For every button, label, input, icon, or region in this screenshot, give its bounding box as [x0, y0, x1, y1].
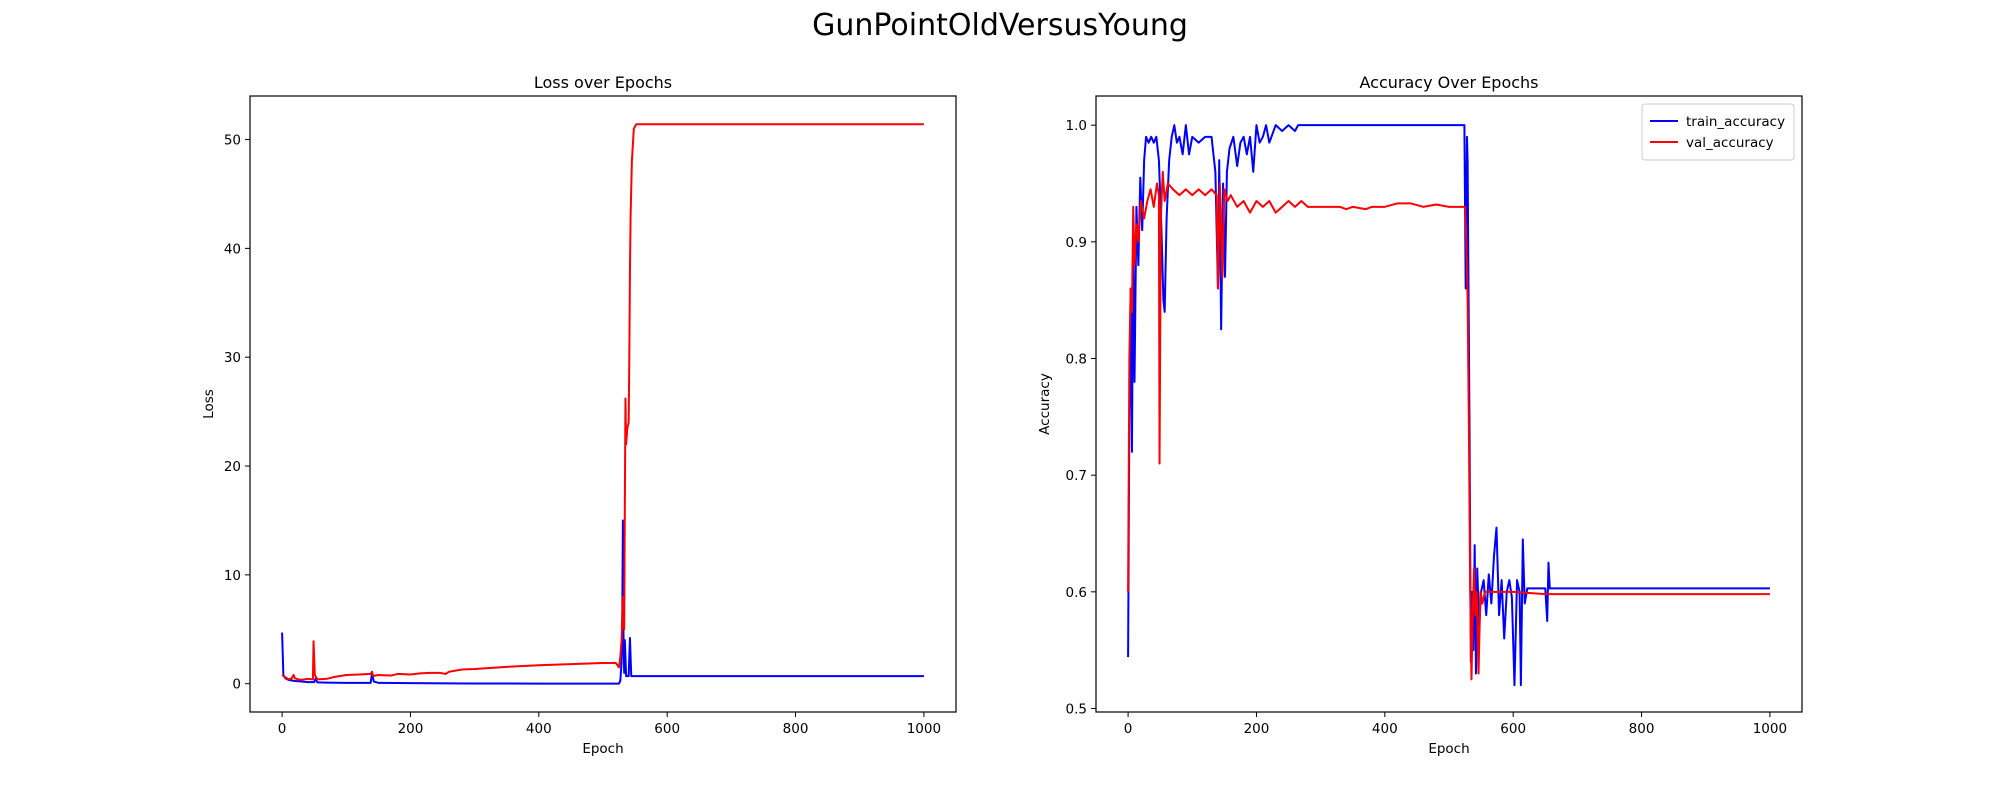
accuracy-val-accuracy-line [1127, 170, 1770, 681]
accuracy-xtick-label: 800 [1629, 721, 1655, 737]
figure-suptitle: GunPointOldVersusYoung [812, 8, 1188, 43]
loss-ytick-label: 30 [224, 350, 241, 366]
accuracy-ytick-label: 0.5 [1066, 702, 1087, 718]
loss-axes-frame [249, 95, 957, 713]
loss-xtick-label: 0 [278, 721, 287, 737]
loss-chart: 0 200 400 600 800 1000 0 10 20 30 40 50 Loss over Ep… [201, 73, 957, 757]
accuracy-ytick-label: 0.7 [1066, 468, 1087, 484]
accuracy-xtick-label: 200 [1244, 721, 1270, 737]
accuracy-legend-label-val-accuracy: val_accuracy [1686, 135, 1774, 151]
loss-chart-title: Loss over Epochs [534, 73, 672, 92]
accuracy-chart-title: Accuracy Over Epochs [1359, 73, 1538, 92]
loss-xtick-label: 600 [654, 721, 680, 737]
loss-xtick-label: 200 [398, 721, 424, 737]
accuracy-ytick-label: 0.6 [1066, 585, 1087, 601]
loss-series-2-line [281, 123, 924, 681]
loss-ytick-label: 0 [232, 677, 241, 693]
accuracy-x-axis-label: Epoch [1428, 741, 1469, 757]
loss-ytick-label: 50 [224, 133, 241, 149]
accuracy-y-axis-label: Accuracy [1037, 373, 1053, 435]
loss-ytick-label: 10 [224, 568, 241, 584]
loss-x-axis-label: Epoch [582, 741, 623, 757]
accuracy-legend: train_accuracy val_accuracy [1641, 103, 1795, 161]
accuracy-xtick-label: 400 [1372, 721, 1398, 737]
accuracy-xtick-label: 600 [1500, 721, 1526, 737]
accuracy-legend-box [1641, 103, 1795, 161]
accuracy-axes-frame [1095, 95, 1803, 713]
accuracy-ytick-label: 0.8 [1066, 352, 1087, 368]
accuracy-xtick-label: 0 [1124, 721, 1133, 737]
accuracy-legend-label-train-accuracy: train_accuracy [1686, 114, 1785, 130]
loss-xtick-label: 400 [526, 721, 552, 737]
loss-ytick-label: 20 [224, 459, 241, 475]
accuracy-ytick-label: 1.0 [1066, 118, 1087, 134]
loss-xtick-label: 800 [783, 721, 809, 737]
loss-xtick-label: 1000 [907, 721, 941, 737]
accuracy-ytick-label: 0.9 [1066, 235, 1087, 251]
loss-series-1-line [281, 519, 924, 685]
loss-y-axis-label: Loss [201, 389, 217, 419]
loss-ytick-label: 40 [224, 241, 241, 257]
accuracy-chart: 0 200 400 600 800 1000 0.5 0.6 0.7 0.8 0.9 1.0 Accur… [1037, 73, 1803, 757]
accuracy-xtick-label: 1000 [1753, 721, 1787, 737]
